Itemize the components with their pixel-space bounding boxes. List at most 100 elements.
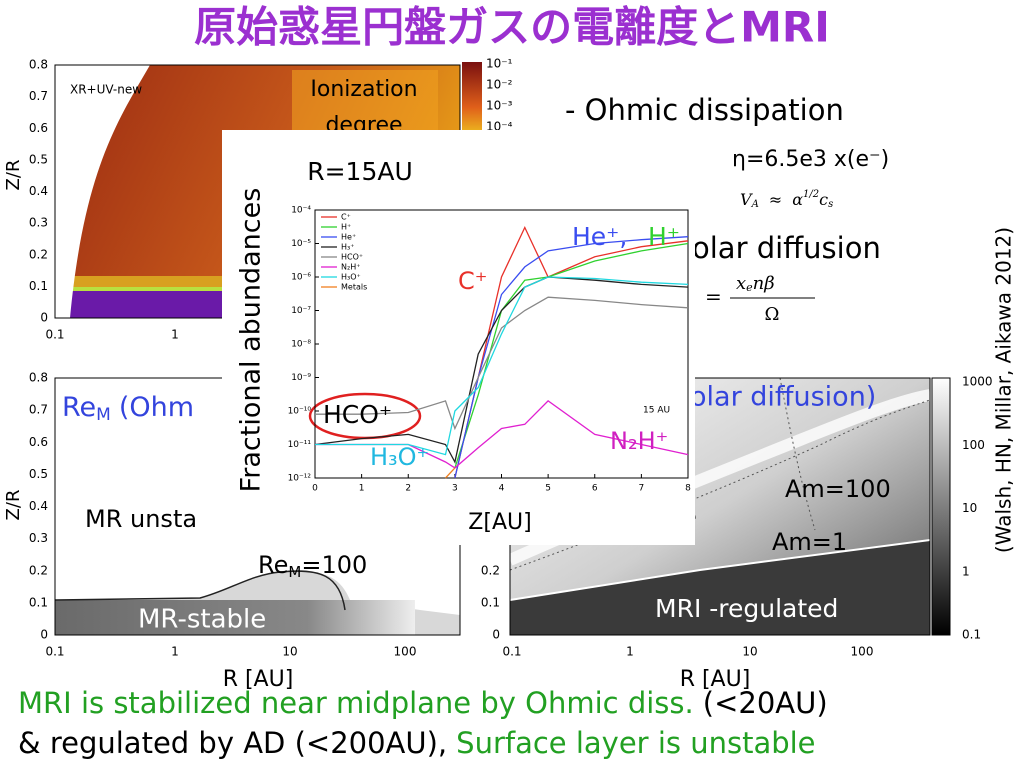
y-tick-label: 0.7 bbox=[29, 403, 48, 417]
x-tick-label: 1 bbox=[171, 328, 179, 342]
y-tick-label: 10⁻⁷ bbox=[291, 306, 311, 316]
slide-title: 原始惑星円盤ガスの電離度とMRI bbox=[194, 3, 830, 52]
colorbar-label: 1000 bbox=[962, 375, 993, 389]
annotation: H⁺ bbox=[648, 222, 680, 251]
annotation: 15 AU bbox=[643, 406, 670, 416]
y-tick-label: 10⁻⁴ bbox=[291, 206, 311, 216]
y-tick-label: 10⁻⁹ bbox=[291, 373, 311, 383]
y-tick-label: 10⁻¹⁰ bbox=[288, 407, 312, 417]
heading: - Ohmic dissipation bbox=[565, 93, 844, 127]
legend-label: H⁺ bbox=[341, 223, 351, 232]
y-tick-label: 0.2 bbox=[29, 247, 48, 261]
x-axis-label: R [AU] bbox=[223, 667, 294, 692]
y-tick-label: 0.3 bbox=[29, 216, 48, 230]
legend-label: He⁺ bbox=[341, 233, 356, 242]
x-tick-label: 1 bbox=[626, 645, 634, 659]
y-tick-label: 0.2 bbox=[481, 564, 500, 578]
y-tick-label: 0 bbox=[40, 628, 48, 642]
x-axis-label: Z[AU] bbox=[468, 510, 531, 535]
conclusion: MRI is stabilized near midplane by Ohmic… bbox=[18, 686, 828, 720]
colorbar-label: 100 bbox=[962, 438, 985, 452]
series-line bbox=[454, 225, 689, 479]
annotation: C⁺ bbox=[458, 267, 487, 295]
x-tick-label: 100 bbox=[394, 645, 417, 659]
colorbar-label: 10⁻² bbox=[486, 78, 513, 92]
x-tick-label: 5 bbox=[545, 484, 551, 494]
formula: η=6.5e3 x(e⁻) bbox=[732, 147, 889, 172]
x-tick-label: 1 bbox=[171, 645, 179, 659]
legend-label: Metals bbox=[341, 283, 367, 292]
series-line bbox=[454, 236, 689, 479]
annotation: MR-stable bbox=[138, 605, 266, 635]
x-tick-label: 8 bbox=[685, 484, 691, 494]
y-tick-label: 0 bbox=[40, 311, 48, 325]
legend-label: C⁺ bbox=[341, 213, 351, 222]
y-tick-label: 0.8 bbox=[29, 371, 48, 385]
y-tick-label: 10⁻⁶ bbox=[291, 273, 311, 283]
inset-title-box bbox=[278, 150, 440, 195]
x-tick-label: 10 bbox=[742, 645, 757, 659]
series-line bbox=[445, 467, 456, 479]
y-axis-label: Fractional abundances bbox=[236, 188, 267, 493]
annotation: MR unsta bbox=[85, 505, 197, 533]
formula: xenβ bbox=[736, 273, 775, 294]
heading: olar diffusion bbox=[692, 231, 881, 265]
y-tick-label: 0.4 bbox=[29, 499, 48, 513]
x-tick-label: 0.1 bbox=[45, 328, 64, 342]
inset bbox=[222, 130, 695, 545]
formula: VA ≈ α1/2cs bbox=[740, 189, 833, 210]
panel-label: ReM (Ohm bbox=[62, 392, 194, 426]
panel-label: olar diffusion) bbox=[690, 382, 876, 413]
x-tick-label: 0 bbox=[312, 484, 318, 494]
y-tick-label: 0.5 bbox=[29, 467, 48, 481]
conclusion: & regulated by AD (<200AU), Surface layer… bbox=[18, 726, 816, 760]
legend-label: HCO⁺ bbox=[341, 253, 363, 262]
annotation: Am=1 bbox=[772, 528, 847, 556]
x-tick-label: 0.1 bbox=[45, 645, 64, 659]
y-tick-label: 10⁻¹¹ bbox=[288, 440, 312, 450]
reference: (Walsh, HN, Millar, Aikawa 2012) bbox=[992, 227, 1016, 553]
formula: Ω bbox=[765, 304, 780, 325]
legend-label: H₃O⁺ bbox=[341, 273, 361, 282]
colorbar-label: 10⁻¹ bbox=[486, 57, 513, 71]
x-tick-label: 6 bbox=[592, 484, 598, 494]
colorbar-label: 10 bbox=[962, 501, 977, 515]
y-tick-label: 0.7 bbox=[29, 89, 48, 103]
box-text: Ionization bbox=[310, 77, 417, 102]
y-tick-label: 0.6 bbox=[29, 121, 48, 135]
x-axis-label: R [AU] bbox=[680, 667, 751, 692]
x-tick-label: 7 bbox=[639, 484, 645, 494]
annotation: H₃O⁺ bbox=[370, 443, 429, 471]
y-tick-label: 0.2 bbox=[29, 563, 48, 577]
x-tick-label: 0.1 bbox=[502, 645, 521, 659]
y-tick-label: 0.1 bbox=[481, 596, 500, 610]
annotation: HCO⁺ bbox=[323, 400, 392, 429]
colorbar-label: 10⁻³ bbox=[486, 99, 513, 113]
inset-title: R=15AU bbox=[307, 157, 413, 186]
annotation: MRI -regulated bbox=[655, 594, 838, 623]
y-tick-label: 0.8 bbox=[29, 58, 48, 72]
series-line bbox=[314, 276, 689, 464]
series-line bbox=[454, 242, 689, 469]
y-tick-label: 0.3 bbox=[29, 531, 48, 545]
panel-label: XR+UV-new bbox=[70, 83, 142, 97]
y-tick-label: 0.4 bbox=[29, 184, 48, 198]
colorbar-label: 0.1 bbox=[962, 628, 981, 642]
y-tick-label: 0.1 bbox=[29, 279, 48, 293]
annotation: He⁺, bbox=[572, 222, 627, 251]
x-tick-label: 2 bbox=[405, 484, 411, 494]
formula: = bbox=[705, 285, 722, 309]
series-line bbox=[315, 276, 689, 456]
y-axis-label: Z/R bbox=[3, 490, 24, 521]
x-tick-label: 10 bbox=[282, 645, 297, 659]
annotation: N₂H⁺ bbox=[610, 427, 668, 455]
annotation: ReM=100 bbox=[258, 551, 367, 581]
y-tick-label: 0 bbox=[492, 628, 500, 642]
legend-label: H₃⁺ bbox=[341, 243, 354, 252]
y-tick-label: 10⁻¹² bbox=[288, 474, 312, 484]
legend-label: N₂H⁺ bbox=[341, 263, 360, 272]
x-tick-label: 4 bbox=[499, 484, 505, 494]
colorbar bbox=[931, 377, 951, 636]
